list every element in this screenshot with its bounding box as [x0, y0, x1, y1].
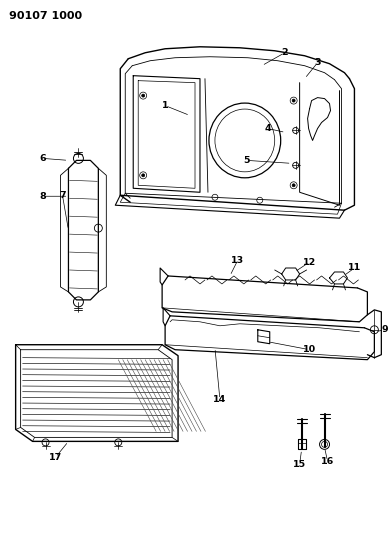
- Text: 2: 2: [281, 49, 288, 57]
- Text: 6: 6: [39, 154, 46, 163]
- Text: 90107 1000: 90107 1000: [9, 11, 82, 21]
- Text: 17: 17: [49, 453, 62, 462]
- Text: 13: 13: [231, 255, 245, 264]
- Text: 10: 10: [303, 345, 316, 354]
- Text: 12: 12: [303, 257, 316, 266]
- Text: 7: 7: [59, 191, 66, 200]
- Text: 8: 8: [39, 192, 46, 201]
- Text: 3: 3: [314, 58, 321, 67]
- Text: 11: 11: [348, 263, 361, 272]
- Circle shape: [142, 94, 145, 97]
- Circle shape: [292, 184, 295, 187]
- Text: 9: 9: [381, 325, 388, 334]
- Text: 15: 15: [293, 460, 306, 469]
- Circle shape: [292, 99, 295, 102]
- Circle shape: [142, 174, 145, 177]
- Text: 4: 4: [265, 124, 271, 133]
- Text: 1: 1: [162, 101, 169, 110]
- Text: 5: 5: [243, 156, 250, 165]
- Text: 14: 14: [213, 395, 227, 404]
- Text: 16: 16: [321, 457, 334, 466]
